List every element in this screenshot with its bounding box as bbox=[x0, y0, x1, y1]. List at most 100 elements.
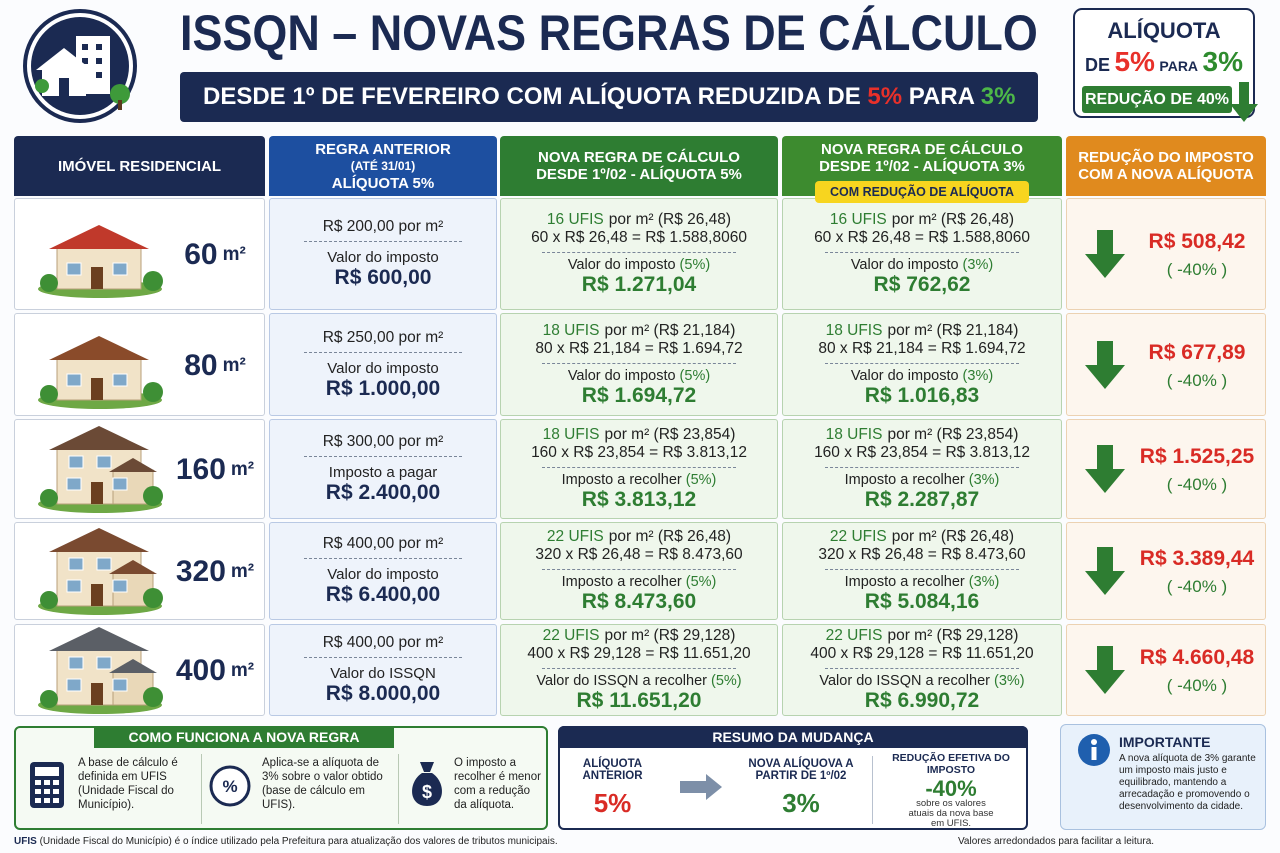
ufis-rest: por m² (R$ 29,128) bbox=[887, 627, 1019, 644]
old-label: Valor do imposto bbox=[327, 566, 439, 583]
table-cell: R$ 400,00 por m² Valor do ISSQN R$ 8.000,0… bbox=[269, 624, 497, 716]
ufis-count: 16 UFIS bbox=[546, 211, 604, 228]
table-cell: 160 m² bbox=[14, 419, 265, 519]
ufis-count: 16 UFIS bbox=[829, 211, 887, 228]
reduction: R$ 3.389,44 ( -40% ) bbox=[1129, 523, 1265, 621]
down-arrow bbox=[1085, 340, 1125, 389]
ufis-count: 22 UFIS bbox=[542, 627, 600, 644]
tax-rate: (3%) bbox=[968, 472, 1000, 488]
tax-value: R$ 1.271,04 bbox=[581, 273, 697, 296]
svg-text:$: $ bbox=[422, 782, 432, 802]
table-cell: R$ 508,42 ( -40% ) bbox=[1066, 198, 1266, 310]
divider bbox=[201, 754, 202, 824]
reduction-value: R$ 4.660,48 bbox=[1139, 646, 1255, 669]
area-value: 320 bbox=[175, 555, 226, 588]
how-item: A base de cálculo é definida em UFIS (Un… bbox=[78, 757, 178, 811]
reduction-value: R$ 508,42 bbox=[1148, 230, 1246, 253]
header-line: (ATÉ 31/01) bbox=[350, 158, 416, 173]
reduction-value: R$ 1.525,25 bbox=[1139, 445, 1255, 468]
badge-arrow bbox=[1230, 82, 1258, 122]
important-text: A nova alíquota de 3% garante um imposto… bbox=[1119, 753, 1256, 812]
calculator-icon bbox=[30, 762, 64, 808]
ufis-line: 22 UFIS por m² (R$ 26,48) bbox=[830, 528, 1014, 546]
dash bbox=[542, 668, 736, 669]
badge-to: 3% bbox=[1202, 46, 1243, 77]
reduction-pct: ( -40% ) bbox=[1166, 577, 1228, 596]
ufis-rest: por m² (R$ 26,48) bbox=[608, 528, 732, 545]
header-line: NOVA REGRA DE CÁLCULO bbox=[538, 149, 740, 166]
area-unit: m² bbox=[230, 459, 255, 480]
ufis-line: 16 UFIS por m² (R$ 26,48) bbox=[547, 211, 731, 229]
tax-label: Valor do imposto (3%) bbox=[851, 368, 993, 384]
table-cell: R$ 300,00 por m² Imposto a pagar R$ 2.400,… bbox=[269, 419, 497, 519]
calc-line: 400 x R$ 29,128 = R$ 11.651,20 bbox=[527, 645, 751, 662]
tax-label: Imposto a recolher (3%) bbox=[845, 472, 1000, 488]
area-value: 160 bbox=[175, 453, 226, 486]
how-title: COMO FUNCIONA A NOVA REGRA bbox=[94, 726, 394, 748]
summary-before-label: ALÍQUOTA ANTERIOR bbox=[582, 758, 643, 782]
table-cell: 16 UFIS por m² (R$ 26,48) 60 x R$ 26,48 = … bbox=[782, 198, 1062, 310]
dash bbox=[542, 467, 736, 468]
ufis-rest: por m² (R$ 26,48) bbox=[891, 211, 1015, 228]
old-rate: R$ 250,00 por m² bbox=[322, 328, 444, 346]
calc-line: 400 x R$ 29,128 = R$ 11.651,20 bbox=[810, 645, 1034, 662]
important-box: IMPORTANTE A nova alíquota de 3% garante… bbox=[1060, 724, 1266, 830]
header-line: REGRA ANTERIOR bbox=[315, 140, 451, 158]
tax-label-text: Valor do imposto bbox=[567, 367, 676, 384]
ufis-line: 22 UFIS por m² (R$ 29,128) bbox=[543, 627, 736, 645]
area: 160 m² bbox=[165, 420, 265, 520]
calc-line: 320 x R$ 26,48 = R$ 8.473,60 bbox=[818, 546, 1026, 563]
subtitle-bar: DESDE 1º DE FEVEREIRO COM ALÍQUOTA REDUZ… bbox=[180, 72, 1038, 122]
area: 60 m² bbox=[165, 199, 265, 311]
house-wrap bbox=[15, 627, 165, 715]
calc-line: 60 x R$ 26,48 = R$ 1.588,8060 bbox=[814, 229, 1030, 246]
badge-rates: DE 5% PARA 3% bbox=[1075, 46, 1253, 78]
tax-label: Imposto a recolher (3%) bbox=[845, 574, 1000, 590]
table-cell: R$ 4.660,48 ( -40% ) bbox=[1066, 624, 1266, 716]
reduction-pct: ( -40% ) bbox=[1166, 475, 1228, 494]
old-label: Valor do imposto bbox=[327, 359, 439, 377]
ufis-count: 18 UFIS bbox=[825, 321, 883, 339]
header-line: REDUÇÃO DO IMPOSTO bbox=[1078, 149, 1254, 166]
subtitle-text: PARA bbox=[908, 83, 975, 110]
ufis-rest: por m² (R$ 23,854) bbox=[887, 426, 1019, 443]
summary-effect-note: sobre os valores atuais da nova base em … bbox=[908, 798, 994, 829]
dash bbox=[542, 252, 736, 253]
badge-text: DE bbox=[1085, 55, 1111, 75]
divider bbox=[398, 754, 399, 824]
old-value: R$ 2.400,00 bbox=[325, 481, 441, 504]
dash bbox=[303, 657, 463, 658]
table-cell: R$ 3.389,44 ( -40% ) bbox=[1066, 522, 1266, 620]
old-value: R$ 8.000,00 bbox=[325, 682, 441, 705]
calc-line: 80 x R$ 21,184 = R$ 1.694,72 bbox=[535, 339, 743, 357]
ufis-line: 16 UFIS por m² (R$ 26,48) bbox=[830, 211, 1014, 229]
house-wrap bbox=[15, 322, 165, 410]
ufis-rest: por m² (R$ 21,184) bbox=[887, 321, 1019, 339]
tax-label-text: Imposto a recolher bbox=[844, 574, 965, 590]
header-line: NOVA REGRA DE CÁLCULO bbox=[821, 141, 1023, 158]
table-cell: 80 m² bbox=[14, 313, 265, 416]
footer-term: UFIS bbox=[14, 836, 37, 847]
info-icon bbox=[1078, 734, 1110, 766]
house-icon bbox=[38, 225, 163, 298]
house-wrap bbox=[15, 528, 165, 616]
house-icon bbox=[38, 426, 163, 513]
area-value: 400 bbox=[175, 654, 226, 687]
column-header: REGRA ANTERIOR (ATÉ 31/01) ALÍQUOTA 5% bbox=[269, 136, 497, 196]
summary-title: RESUMO DA MUDANÇA bbox=[558, 726, 1028, 748]
old-label: Valor do ISSQN bbox=[330, 665, 436, 682]
old-rate: R$ 300,00 por m² bbox=[322, 433, 444, 450]
footer-rounding: Valores arredondados para facilitar a le… bbox=[958, 836, 1155, 847]
tax-rate: (5%) bbox=[679, 257, 711, 273]
dash bbox=[303, 241, 463, 242]
down-arrow bbox=[1085, 547, 1125, 595]
summary-after-label: NOVA ALÍQUOVA A PARTIR DE 1º/02 bbox=[748, 758, 854, 782]
down-arrow bbox=[1085, 646, 1125, 694]
tax-value: R$ 5.084,16 bbox=[864, 590, 980, 613]
subtitle-text: DESDE 1º DE FEVEREIRO COM ALÍQUOTA REDUZ… bbox=[203, 83, 861, 110]
tax-label: Valor do imposto (5%) bbox=[568, 257, 710, 273]
subtitle: DESDE 1º DE FEVEREIRO COM ALÍQUOTA REDUZ… bbox=[203, 72, 1015, 122]
house-icon bbox=[38, 627, 163, 714]
dash bbox=[824, 569, 1020, 570]
